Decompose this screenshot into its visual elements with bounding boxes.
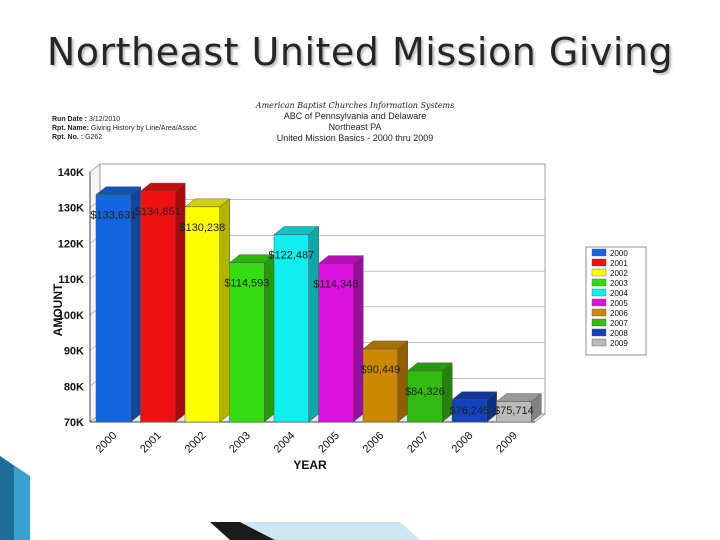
legend-label: 2005 bbox=[610, 299, 628, 308]
org-system-name: American Baptist Churches Information Sy… bbox=[255, 101, 455, 110]
y-tick-label: 90K bbox=[64, 346, 84, 358]
bar-2009 bbox=[496, 401, 532, 423]
org-header: American Baptist Churches Information Sy… bbox=[230, 100, 480, 144]
legend-label: 2004 bbox=[610, 289, 628, 298]
legend-label: 2006 bbox=[610, 309, 628, 318]
data-label: $114,593 bbox=[224, 278, 269, 290]
data-label: $76,245 bbox=[449, 405, 489, 417]
y-tick-label: 100K bbox=[58, 310, 84, 322]
rpt-name-label: Rpt. Name: bbox=[52, 125, 89, 132]
data-label: $134,651 bbox=[135, 206, 181, 218]
rpt-no-label: Rpt. No. : bbox=[52, 134, 84, 141]
legend-label: 2001 bbox=[610, 259, 628, 268]
x-tick-label: 2003 bbox=[227, 430, 253, 456]
y-tick-label: 80K bbox=[64, 381, 84, 393]
legend-swatch bbox=[591, 258, 607, 267]
bar-2004 bbox=[273, 234, 309, 423]
data-label: $114,348 bbox=[313, 279, 358, 291]
x-tick-label: 2009 bbox=[494, 430, 520, 456]
data-label: $122,487 bbox=[268, 250, 314, 262]
x-tick-label: 2007 bbox=[405, 430, 431, 456]
bar-2006 bbox=[362, 348, 398, 423]
bar-2002 bbox=[184, 206, 220, 423]
legend-label: 2008 bbox=[610, 329, 628, 338]
legend-swatch bbox=[591, 308, 607, 317]
org-region: ABC of Pennsylvania and Delaware bbox=[283, 111, 427, 121]
legend-label: 2003 bbox=[610, 279, 628, 288]
data-label: $75,714 bbox=[494, 405, 534, 417]
legend-swatch bbox=[591, 268, 607, 277]
data-label: $90,449 bbox=[360, 364, 400, 376]
x-tick-label: 2001 bbox=[138, 430, 164, 456]
bar-2007 bbox=[407, 370, 443, 423]
data-label: $130,238 bbox=[179, 222, 225, 234]
bar-2000 bbox=[95, 194, 131, 423]
legend-label: 2009 bbox=[610, 339, 628, 348]
rpt-name-value: Giving History by Line/Area/Assoc bbox=[90, 125, 197, 132]
y-tick-label: 120K bbox=[58, 238, 84, 250]
bar-2003 bbox=[229, 262, 265, 423]
bar-2001 bbox=[140, 190, 176, 423]
bar-2005 bbox=[318, 263, 354, 423]
footer-decoration bbox=[30, 520, 420, 540]
report-meta: Run Date : 3/12/2010 Rpt. Name: Giving H… bbox=[52, 115, 197, 142]
x-tick-label: 2005 bbox=[316, 430, 342, 456]
y-tick-label: 130K bbox=[58, 203, 84, 215]
bar-side bbox=[130, 186, 141, 423]
y-axis-title: AMOUNT bbox=[51, 283, 65, 336]
gridline-diagonal bbox=[89, 163, 101, 173]
chart-subtitle: United Mission Basics - 2000 thru 2009 bbox=[276, 133, 434, 143]
legend-label: 2002 bbox=[610, 269, 628, 278]
legend-swatch bbox=[591, 318, 607, 327]
bar-side bbox=[174, 182, 186, 423]
legend-swatch bbox=[591, 288, 607, 297]
rpt-no-value: G262 bbox=[85, 134, 103, 141]
data-label: $133,631 bbox=[90, 210, 136, 222]
x-tick-label: 2002 bbox=[183, 430, 209, 456]
y-tick-label: 140K bbox=[58, 167, 84, 179]
legend-swatch bbox=[591, 278, 607, 287]
left-accent-decoration bbox=[0, 456, 30, 540]
legend-label: 2000 bbox=[610, 249, 628, 258]
org-area: Northeast PA bbox=[328, 122, 382, 132]
run-date-row: Run Date : 3/12/2010 bbox=[52, 115, 197, 124]
rpt-name-row: Rpt. Name: Giving History by Line/Area/A… bbox=[52, 124, 197, 133]
x-tick-label: 2004 bbox=[272, 430, 298, 456]
legend-label: 2007 bbox=[610, 319, 628, 328]
x-axis-title: YEAR bbox=[293, 458, 327, 472]
legend-swatch bbox=[591, 248, 607, 257]
legend-swatch bbox=[591, 328, 607, 337]
y-tick-label: 70K bbox=[64, 417, 84, 429]
x-tick-label: 2006 bbox=[361, 430, 387, 456]
y-tick-label: 110K bbox=[58, 274, 84, 286]
legend-swatch bbox=[591, 338, 607, 347]
legend-swatch bbox=[591, 298, 607, 307]
run-date-label: Run Date : bbox=[52, 116, 87, 123]
rpt-no-row: Rpt. No. : G262 bbox=[52, 133, 197, 142]
data-label: $84,326 bbox=[405, 386, 445, 398]
x-tick-label: 2008 bbox=[450, 430, 476, 456]
bar-side bbox=[397, 340, 408, 423]
run-date-value: 3/12/2010 bbox=[88, 116, 121, 123]
slide-title: Northeast United Mission Giving bbox=[46, 30, 674, 74]
bar-2008 bbox=[451, 399, 487, 423]
x-tick-label: 2000 bbox=[94, 430, 120, 456]
